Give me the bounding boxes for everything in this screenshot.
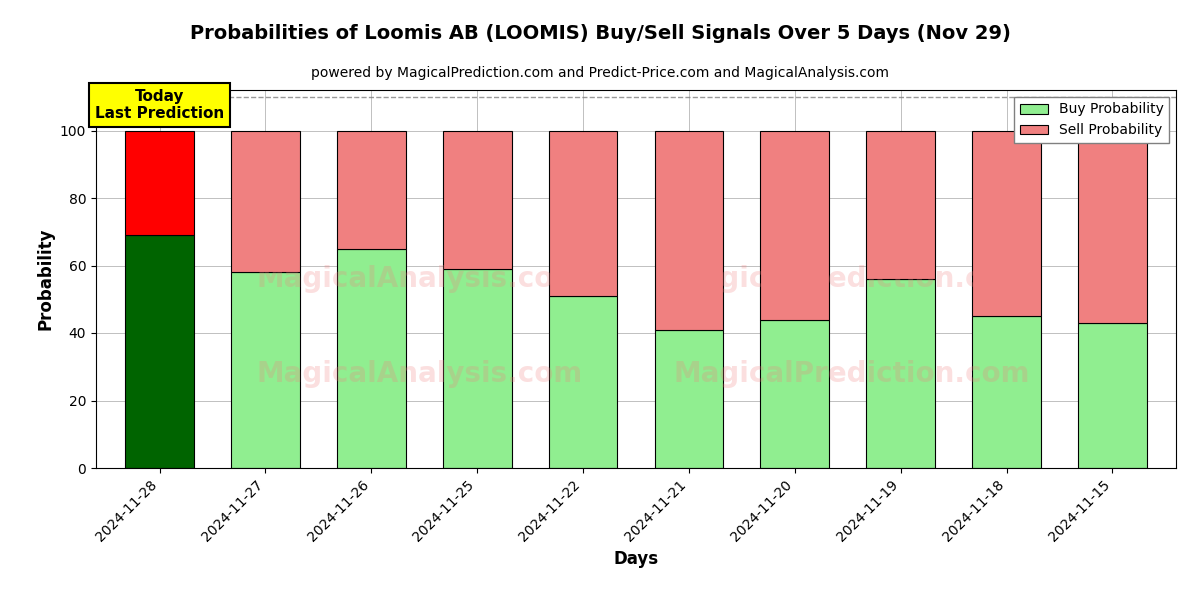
Bar bbox=[443, 130, 511, 269]
Bar bbox=[866, 130, 935, 279]
Bar bbox=[654, 329, 724, 468]
Bar bbox=[761, 319, 829, 468]
Bar bbox=[230, 130, 300, 272]
Bar bbox=[125, 130, 194, 235]
Bar bbox=[972, 130, 1042, 316]
Bar bbox=[337, 130, 406, 248]
Bar bbox=[443, 269, 511, 468]
Text: MagicalAnalysis.com: MagicalAnalysis.com bbox=[257, 359, 583, 388]
Bar bbox=[125, 235, 194, 468]
Bar bbox=[1078, 130, 1147, 323]
Bar bbox=[548, 130, 618, 296]
Bar bbox=[1078, 323, 1147, 468]
Y-axis label: Probability: Probability bbox=[36, 228, 54, 330]
Bar bbox=[761, 130, 829, 319]
Bar bbox=[654, 130, 724, 329]
Text: powered by MagicalPrediction.com and Predict-Price.com and MagicalAnalysis.com: powered by MagicalPrediction.com and Pre… bbox=[311, 66, 889, 80]
Bar bbox=[866, 279, 935, 468]
Bar bbox=[972, 316, 1042, 468]
X-axis label: Days: Days bbox=[613, 550, 659, 568]
Text: MagicalPrediction.com: MagicalPrediction.com bbox=[673, 359, 1031, 388]
Bar bbox=[337, 248, 406, 468]
Text: MagicalPrediction.com: MagicalPrediction.com bbox=[673, 265, 1031, 293]
Text: Probabilities of Loomis AB (LOOMIS) Buy/Sell Signals Over 5 Days (Nov 29): Probabilities of Loomis AB (LOOMIS) Buy/… bbox=[190, 24, 1010, 43]
Bar bbox=[548, 296, 618, 468]
Bar bbox=[230, 272, 300, 468]
Text: Today
Last Prediction: Today Last Prediction bbox=[95, 89, 224, 121]
Legend: Buy Probability, Sell Probability: Buy Probability, Sell Probability bbox=[1014, 97, 1169, 143]
Text: MagicalAnalysis.com: MagicalAnalysis.com bbox=[257, 265, 583, 293]
